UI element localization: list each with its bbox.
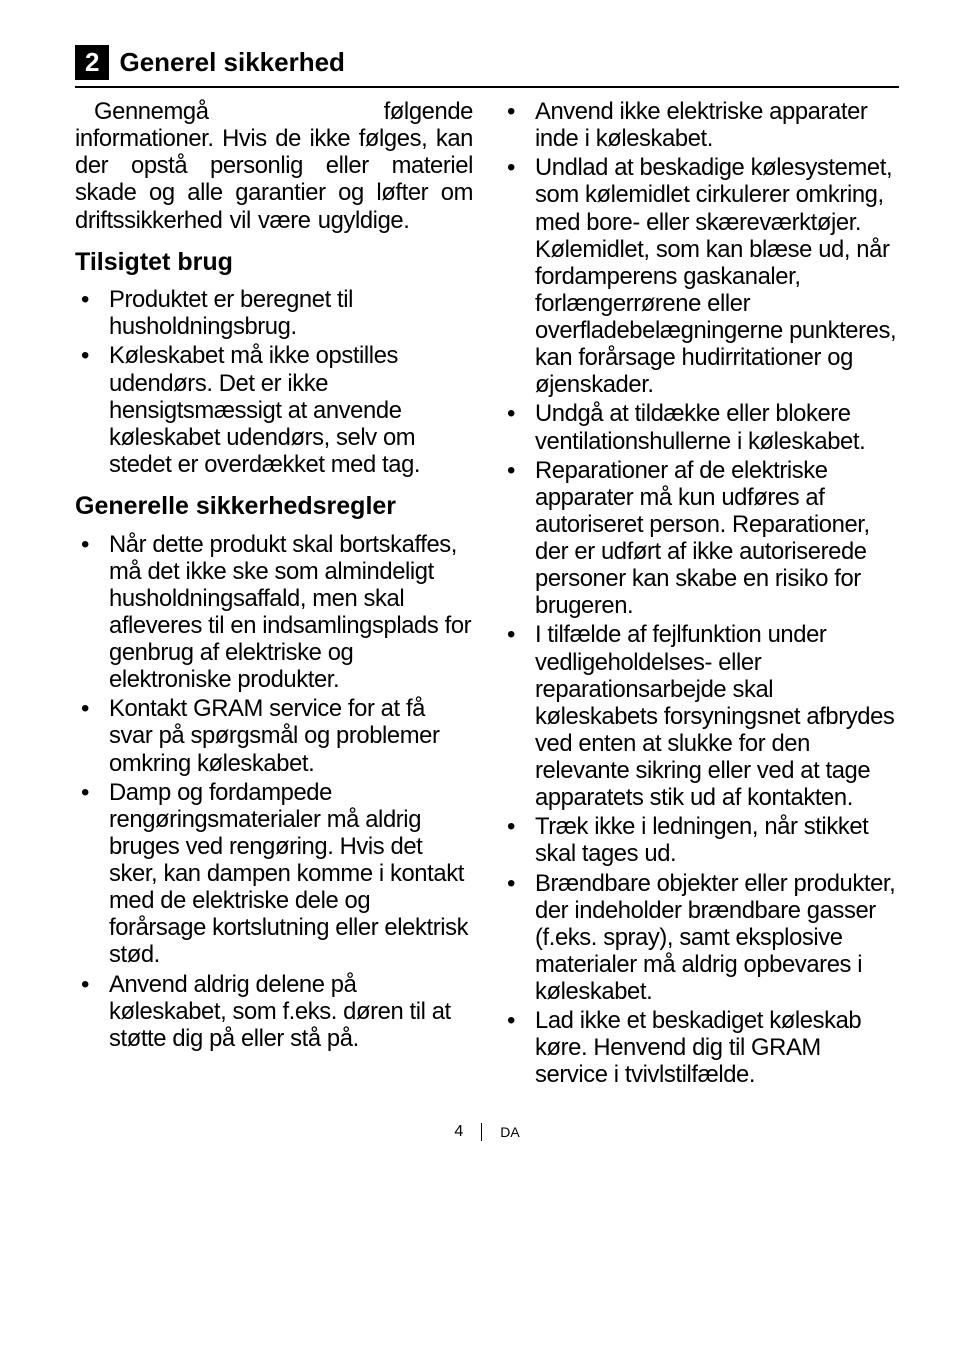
bullet-list-right: Anvend ikke elektriske apparater inde i …: [501, 98, 899, 1089]
two-column-layout: Gennemgåfølgende informationer. Hvis de …: [75, 98, 899, 1103]
list-item: Anvend aldrig delene på køleskabet, som …: [75, 971, 473, 1052]
subheading-tilsigtet: Tilsigtet brug: [75, 248, 473, 277]
section-title: Generel sikkerhed: [119, 47, 344, 78]
intro-rest: informationer. Hvis de ikke følges, kan …: [75, 125, 473, 233]
footer-separator: [481, 1123, 482, 1141]
bullet-list-1: Produktet er beregnet til husholdningsbr…: [75, 286, 473, 478]
list-item: Produktet er beregnet til husholdningsbr…: [75, 286, 473, 340]
right-column: Anvend ikke elektriske apparater inde i …: [501, 98, 899, 1103]
list-item: Køleskabet må ikke opstilles udendørs. D…: [75, 342, 473, 478]
subheading-generelle: Generelle sikkerhedsregler: [75, 492, 473, 521]
section-number-box: 2: [75, 45, 109, 80]
page-number: 4: [454, 1123, 463, 1141]
intro-line1: Gennemgåfølgende: [75, 98, 473, 125]
intro-paragraph: Gennemgåfølgende informationer. Hvis de …: [75, 98, 473, 234]
list-item: Anvend ikke elektriske apparater inde i …: [501, 98, 899, 152]
list-item: Damp og fordampede rengøringsmaterialer …: [75, 779, 473, 969]
list-item: Kontakt GRAM service for at få svar på s…: [75, 695, 473, 776]
list-item: Brændbare objekter eller produkter, der …: [501, 870, 899, 1006]
header-rule: [75, 86, 899, 88]
footer-language: DA: [500, 1124, 519, 1140]
list-item: Undlad at beskadige kølesystemet, som kø…: [501, 154, 899, 398]
list-item: Lad ikke et beskadiget køleskab køre. He…: [501, 1007, 899, 1088]
section-header: 2 Generel sikkerhed: [75, 45, 899, 80]
left-column: Gennemgåfølgende informationer. Hvis de …: [75, 98, 473, 1103]
list-item: Træk ikke i ledningen, når stikket skal …: [501, 813, 899, 867]
page-footer: 4 DA: [75, 1123, 899, 1141]
list-item: Reparationer af de elektriske apparater …: [501, 457, 899, 620]
bullet-list-2: Når dette produkt skal bortskaffes, må d…: [75, 531, 473, 1052]
list-item: Når dette produkt skal bortskaffes, må d…: [75, 531, 473, 694]
list-item: I tilfælde af fejlfunktion under vedlige…: [501, 621, 899, 811]
list-item: Undgå at tildække eller blokere ventilat…: [501, 400, 899, 454]
